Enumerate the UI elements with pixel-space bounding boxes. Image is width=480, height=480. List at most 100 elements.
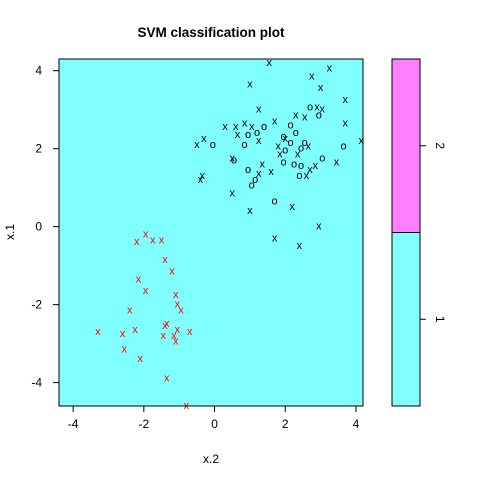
data-point-class-1-51: o — [245, 164, 251, 176]
x-tick-label: 0 — [211, 417, 218, 431]
data-point-class-2-7: x — [143, 285, 149, 297]
data-point-class-1-13: x — [272, 115, 278, 127]
color-key-label-2: 2 — [433, 142, 447, 149]
data-point-class-1-60: o — [249, 180, 255, 192]
data-point-class-1-26: x — [282, 133, 288, 145]
data-point-class-1-25: o — [280, 131, 286, 143]
data-point-class-1-38: o — [298, 143, 304, 155]
x-axis-label: x.2 — [203, 452, 219, 466]
data-point-class-1-14: x — [242, 117, 248, 129]
data-point-class-1-9: x — [256, 104, 262, 116]
x-tick-label: 2 — [282, 417, 289, 431]
data-point-class-1-61: x — [229, 188, 235, 200]
data-point-class-1-11: x — [293, 110, 299, 122]
data-point-class-2-12: x — [164, 318, 170, 330]
data-point-class-1-31: o — [242, 139, 248, 151]
data-point-class-1-54: x — [256, 168, 262, 180]
data-point-class-1-32: x — [194, 139, 200, 151]
data-point-class-2-2: x — [150, 234, 156, 246]
data-point-class-1-41: x — [277, 149, 283, 161]
data-point-class-1-44: x — [334, 156, 340, 168]
data-point-class-1-53: x — [268, 166, 274, 178]
data-point-class-1-21: o — [254, 127, 260, 139]
data-point-class-1-10: o — [316, 110, 322, 122]
data-point-class-2-14: x — [132, 324, 138, 336]
x-axis: -4 -2 0 2 4 — [68, 406, 360, 431]
y-axis-label: x.1 — [3, 224, 17, 240]
data-point-class-1-49: x — [313, 160, 319, 172]
data-point-class-1-46: o — [280, 156, 286, 168]
color-key-swatch-2 — [392, 59, 420, 233]
data-point-class-1-64: x — [247, 205, 253, 217]
data-point-class-1-65: x — [316, 221, 322, 233]
decision-region — [59, 59, 363, 406]
data-point-class-1-30: o — [302, 137, 308, 149]
data-point-class-1-8: x — [320, 104, 326, 116]
data-point-class-2-17: x — [95, 326, 101, 338]
data-point-class-2-23: x — [138, 353, 144, 365]
data-point-class-2-24: x — [164, 373, 170, 385]
x-tick-label: 4 — [353, 417, 360, 431]
x-tick-label: -4 — [68, 417, 79, 431]
data-point-class-1-40: x — [295, 149, 301, 161]
data-point-class-1-35: x — [305, 141, 311, 153]
data-point-class-2-19: x — [161, 330, 167, 342]
data-point-class-2-18: x — [120, 328, 126, 340]
data-point-class-1-52: x — [307, 164, 313, 176]
data-point-class-1-1: x — [327, 63, 333, 75]
data-point-class-1-56: x — [304, 170, 310, 182]
data-point-class-1-2: x — [309, 71, 315, 83]
y-axis: -4 -2 0 2 4 — [31, 64, 59, 390]
data-point-class-1-43: o — [319, 152, 325, 164]
data-point-class-1-47: x — [260, 158, 266, 170]
data-point-class-2-11: x — [127, 305, 133, 317]
data-point-class-1-0: x — [267, 57, 273, 69]
data-point-class-1-27: x — [201, 133, 207, 145]
x-tick-label: -2 — [139, 417, 150, 431]
data-point-class-2-6: x — [136, 273, 142, 285]
color-key-frame — [391, 58, 421, 407]
chart-title: SVM classification plot — [137, 25, 285, 40]
data-point-class-1-28: x — [256, 135, 262, 147]
data-point-class-2-0: x — [134, 236, 140, 248]
data-point-class-1-16: x — [233, 121, 239, 133]
data-point-class-1-17: x — [249, 121, 255, 133]
data-point-class-1-6: o — [307, 102, 313, 114]
data-point-class-1-67: x — [297, 240, 303, 252]
color-key: 12 — [391, 58, 447, 407]
y-tick-label: 0 — [35, 220, 42, 234]
plot-frame — [58, 58, 364, 407]
data-point-class-1-19: x — [222, 121, 228, 133]
data-point-class-2-20: x — [171, 330, 177, 342]
y-tick-label: 4 — [35, 64, 42, 78]
data-point-class-1-36: o — [341, 141, 347, 153]
data-point-class-1-62: o — [272, 195, 278, 207]
data-point-class-2-15: x — [175, 324, 181, 336]
data-point-class-1-23: o — [245, 129, 251, 141]
data-point-class-1-39: o — [282, 145, 288, 157]
y-tick-label: -2 — [31, 298, 42, 312]
color-key-swatch-1 — [392, 232, 420, 406]
data-point-class-1-12: x — [302, 112, 308, 124]
data-point-class-2-9: x — [175, 299, 181, 311]
data-point-class-1-59: o — [252, 174, 258, 186]
data-point-class-1-24: x — [235, 129, 241, 141]
data-point-class-2-1: x — [143, 228, 149, 240]
data-point-class-1-22: o — [293, 127, 299, 139]
data-point-class-2-5: x — [169, 266, 175, 278]
data-point-class-2-8: x — [173, 289, 179, 301]
data-point-class-2-4: x — [162, 254, 168, 266]
data-point-class-2-16: x — [187, 326, 193, 338]
data-point-class-1-3: x — [247, 78, 253, 90]
data-point-class-2-13: x — [162, 320, 168, 332]
data-point-class-1-33: o — [210, 139, 216, 151]
data-point-class-2-22: x — [122, 344, 128, 356]
data-point-class-1-58: x — [198, 174, 204, 186]
data-point-class-2-21: x — [173, 336, 179, 348]
data-point-class-1-45: o — [231, 154, 237, 166]
data-point-class-2-10: x — [178, 305, 184, 317]
data-point-class-2-3: x — [159, 234, 165, 246]
data-point-class-1-42: x — [229, 152, 235, 164]
